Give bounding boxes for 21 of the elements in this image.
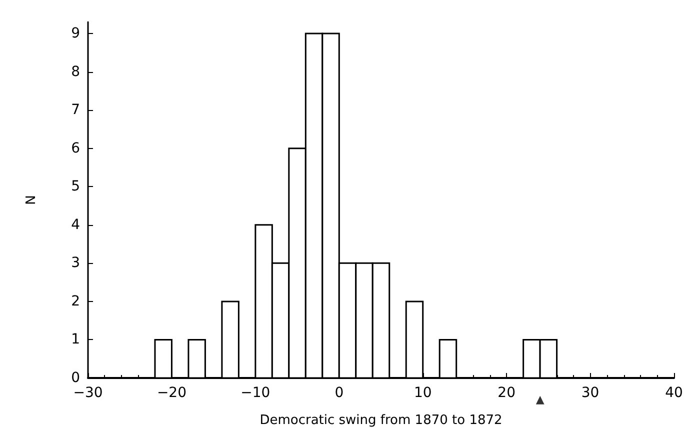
y-tick-label: 7 bbox=[71, 102, 80, 118]
x-tick-label: 30 bbox=[581, 385, 600, 401]
x-tick-label: −30 bbox=[73, 385, 103, 401]
y-tick-label: 6 bbox=[71, 140, 80, 156]
y-tick-label: 4 bbox=[71, 216, 80, 233]
y-tick-label: 1 bbox=[71, 332, 80, 348]
annotation: ▲ bbox=[536, 393, 545, 406]
y-tick-label: 8 bbox=[71, 64, 80, 80]
y-tick-label: 9 bbox=[71, 25, 80, 42]
y-tick-label: 3 bbox=[71, 255, 80, 272]
y-axis-title: N bbox=[24, 195, 39, 205]
x-axis-title: Democratic swing from 1870 to 1872 bbox=[260, 413, 502, 428]
y-tick-label: 0 bbox=[71, 370, 80, 386]
x-tick-label: −10 bbox=[240, 385, 270, 401]
y-tick-label: 2 bbox=[71, 293, 80, 310]
x-tick-label: −20 bbox=[156, 385, 186, 401]
x-tick-label: 10 bbox=[414, 385, 432, 401]
x-tick-label: 20 bbox=[498, 385, 516, 401]
y-tick-label: 5 bbox=[71, 178, 80, 195]
x-tick-label: 40 bbox=[665, 385, 683, 401]
x-tick-label: 0 bbox=[334, 385, 344, 401]
